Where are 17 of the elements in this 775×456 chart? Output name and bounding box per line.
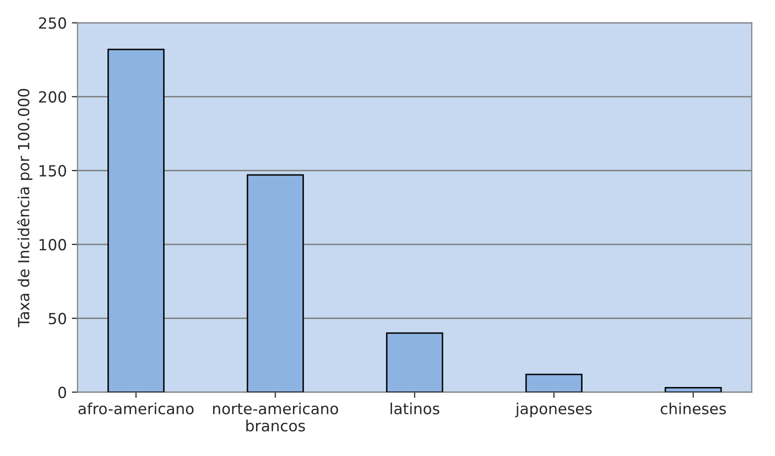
bar — [664, 387, 722, 392]
y-axis-title: Taxa de Incidência por 100.000 — [16, 88, 32, 328]
y-tick-label: 100 — [40, 238, 66, 250]
x-tick-label: afro-americano — [78, 402, 194, 414]
bar — [525, 374, 582, 392]
x-tick-label: japoneses — [515, 402, 592, 418]
y-tick-label: 200 — [39, 91, 66, 103]
x-tick-label: latinos — [390, 402, 440, 414]
y-tick-label: 50 — [48, 312, 66, 324]
y-tick-label: 250 — [39, 17, 66, 29]
bar — [386, 332, 444, 392]
bar — [246, 174, 304, 392]
x-tick-label: norte-americano brancos — [213, 402, 338, 432]
y-tick-label: 150 — [40, 165, 66, 177]
x-tick-label: chineses — [660, 402, 726, 414]
y-tick-label: 0 — [58, 386, 66, 398]
bar — [107, 48, 165, 392]
